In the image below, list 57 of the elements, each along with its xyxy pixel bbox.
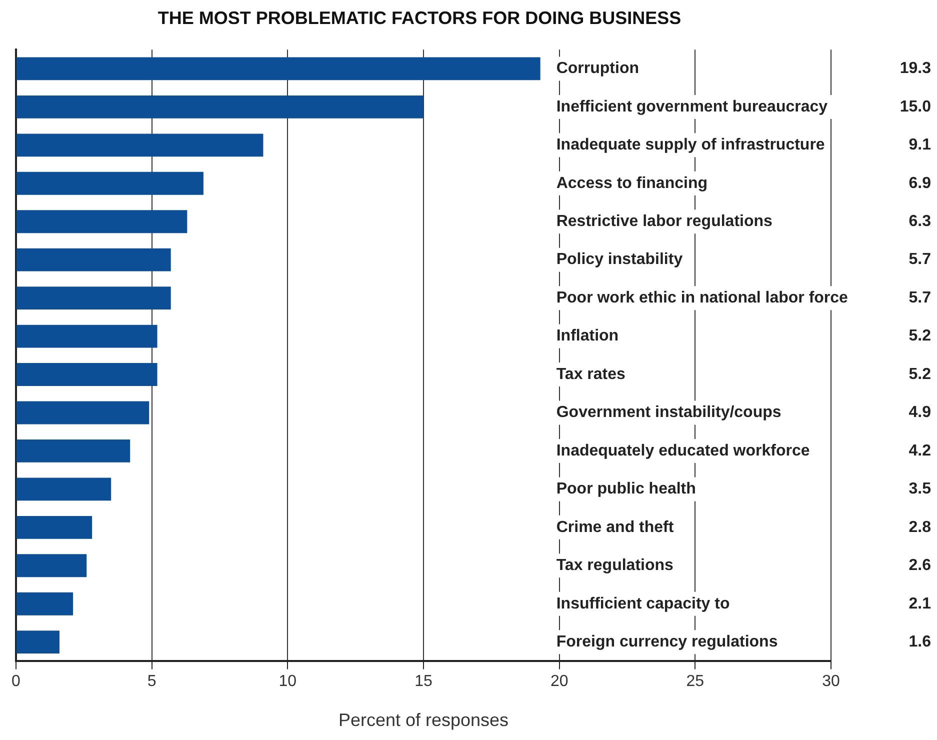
y-tick-label: Inefficient government bureaucracy [556,98,828,116]
x-tick-label: 15 [414,673,432,690]
data-label: 5.7 [908,289,932,306]
bar [16,401,150,424]
chart-title: THE MOST PROBLEMATIC FACTORS FOR DOING BUSINESS [158,8,682,28]
data-label: 6.9 [908,174,932,192]
data-label: 2.8 [908,518,932,536]
x-tick-label: 20 [550,673,568,690]
bar [16,592,74,616]
data-label: 5.2 [908,328,932,345]
bar [16,516,92,539]
bar [16,248,171,272]
bar [16,478,112,501]
y-tick-label: Tax regulations [556,557,674,574]
y-tick-label: Inadequately educated workforce [556,442,810,460]
y-tick-label: Access to financing [556,174,708,192]
data-label: 9.1 [908,136,932,154]
y-tick-label: Government instability/coups [556,404,782,422]
y-tick-label: Inadequate supply of infrastructure [556,136,825,154]
x-tick-label: 25 [686,673,704,690]
bar [16,172,204,195]
y-tick-label: Restrictive labor regulations [556,213,773,230]
bar [16,57,540,80]
bar [16,134,264,157]
x-tick-label: 0 [12,673,21,690]
bar [16,324,158,348]
bar [16,210,188,234]
y-tick-label: Tax rates [556,366,626,383]
bar [16,95,424,118]
y-tick-label: Insufficient capacity to [556,595,730,612]
data-label: 4.9 [908,404,932,422]
data-label: 2.6 [908,557,932,574]
bar [16,630,60,654]
y-tick-label: Crime and theft [556,518,674,536]
y-tick-label: Foreign currency regulations [556,633,778,650]
y-tick-label: Poor public health [556,480,696,498]
y-tick-label: Corruption [556,60,639,78]
x-axis-title: Percent of responses [338,710,509,730]
y-tick-label: Poor work ethic in national labor force [556,289,848,306]
bar [16,363,158,386]
x-tick-label: 10 [278,673,297,690]
bar [16,554,87,578]
x-tick-label: 30 [822,673,840,690]
bar [16,439,130,462]
y-tick-label: Inflation [556,328,619,345]
data-label: 4.2 [908,442,932,460]
y-tick-label: Policy instability [556,251,683,268]
data-label: 5.7 [908,251,932,268]
data-label: 19.3 [900,60,932,78]
data-label: 6.3 [908,213,932,230]
bar [16,286,171,310]
data-label: 5.2 [908,366,932,383]
data-label: 15.0 [900,98,932,116]
x-tick-label: 5 [147,673,156,690]
data-label: 1.6 [908,633,932,650]
data-label: 2.1 [908,595,932,612]
data-label: 3.5 [908,480,932,498]
